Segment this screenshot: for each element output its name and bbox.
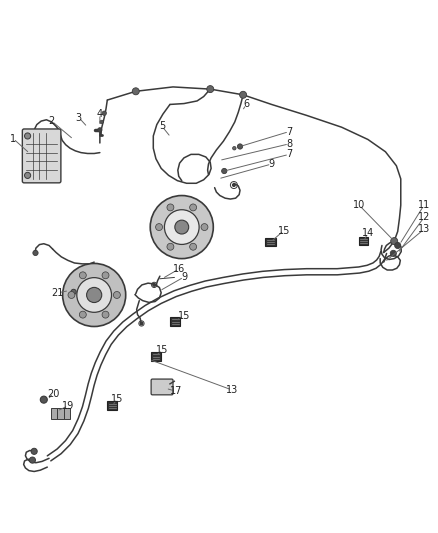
- Text: 15: 15: [156, 345, 168, 355]
- Circle shape: [233, 147, 236, 150]
- FancyBboxPatch shape: [359, 237, 368, 245]
- Circle shape: [100, 120, 103, 124]
- Circle shape: [102, 272, 109, 279]
- FancyBboxPatch shape: [151, 352, 161, 361]
- Circle shape: [391, 238, 398, 245]
- Circle shape: [222, 168, 227, 174]
- Text: 11: 11: [418, 200, 430, 210]
- Circle shape: [155, 224, 162, 231]
- Circle shape: [25, 172, 31, 179]
- Circle shape: [87, 287, 102, 303]
- Circle shape: [132, 88, 139, 95]
- Circle shape: [164, 209, 199, 245]
- Circle shape: [33, 251, 38, 255]
- Text: 9: 9: [181, 272, 187, 282]
- FancyBboxPatch shape: [151, 379, 173, 395]
- Text: 10: 10: [353, 200, 365, 210]
- Circle shape: [102, 111, 106, 115]
- Text: 1: 1: [10, 134, 16, 143]
- Text: 6: 6: [243, 100, 249, 109]
- Circle shape: [240, 91, 247, 98]
- Text: 5: 5: [159, 122, 165, 131]
- Text: 15: 15: [178, 311, 190, 320]
- Text: 14: 14: [362, 228, 374, 238]
- Circle shape: [63, 263, 126, 327]
- Circle shape: [140, 322, 143, 325]
- Circle shape: [79, 272, 86, 279]
- Circle shape: [31, 448, 37, 455]
- Text: 7: 7: [286, 149, 292, 159]
- Circle shape: [102, 311, 109, 318]
- Circle shape: [237, 144, 243, 149]
- Circle shape: [201, 224, 208, 231]
- Text: 12: 12: [418, 213, 430, 222]
- Circle shape: [25, 133, 31, 139]
- FancyBboxPatch shape: [51, 408, 57, 419]
- Circle shape: [40, 396, 47, 403]
- Circle shape: [68, 292, 75, 298]
- FancyBboxPatch shape: [64, 408, 70, 419]
- Text: 15: 15: [111, 394, 124, 404]
- FancyBboxPatch shape: [265, 238, 276, 246]
- Text: 9: 9: [268, 159, 275, 169]
- Circle shape: [77, 278, 112, 312]
- Text: 2: 2: [49, 116, 55, 126]
- Circle shape: [167, 204, 174, 211]
- Circle shape: [190, 204, 197, 211]
- FancyBboxPatch shape: [107, 401, 117, 410]
- Text: 7: 7: [286, 127, 292, 136]
- Text: 19: 19: [62, 401, 74, 411]
- Circle shape: [98, 128, 102, 132]
- Text: 21: 21: [52, 288, 64, 298]
- Circle shape: [29, 457, 35, 463]
- Text: 15: 15: [278, 225, 290, 236]
- Circle shape: [153, 284, 155, 286]
- FancyBboxPatch shape: [22, 129, 61, 183]
- Circle shape: [207, 86, 214, 93]
- Text: 13: 13: [226, 385, 238, 395]
- Circle shape: [71, 289, 76, 295]
- Circle shape: [190, 243, 197, 250]
- FancyBboxPatch shape: [170, 317, 180, 326]
- Circle shape: [395, 243, 401, 248]
- Text: 17: 17: [170, 386, 182, 397]
- Text: 16: 16: [173, 264, 185, 274]
- Circle shape: [233, 184, 235, 187]
- FancyBboxPatch shape: [57, 408, 64, 419]
- Circle shape: [79, 311, 86, 318]
- Text: 4: 4: [97, 109, 103, 119]
- Text: 20: 20: [47, 389, 60, 399]
- Circle shape: [113, 292, 120, 298]
- Text: 13: 13: [418, 224, 430, 235]
- Text: 8: 8: [286, 139, 292, 149]
- Circle shape: [150, 196, 213, 259]
- Circle shape: [390, 251, 396, 256]
- Text: 3: 3: [76, 112, 82, 123]
- Circle shape: [175, 220, 189, 234]
- Circle shape: [167, 243, 174, 250]
